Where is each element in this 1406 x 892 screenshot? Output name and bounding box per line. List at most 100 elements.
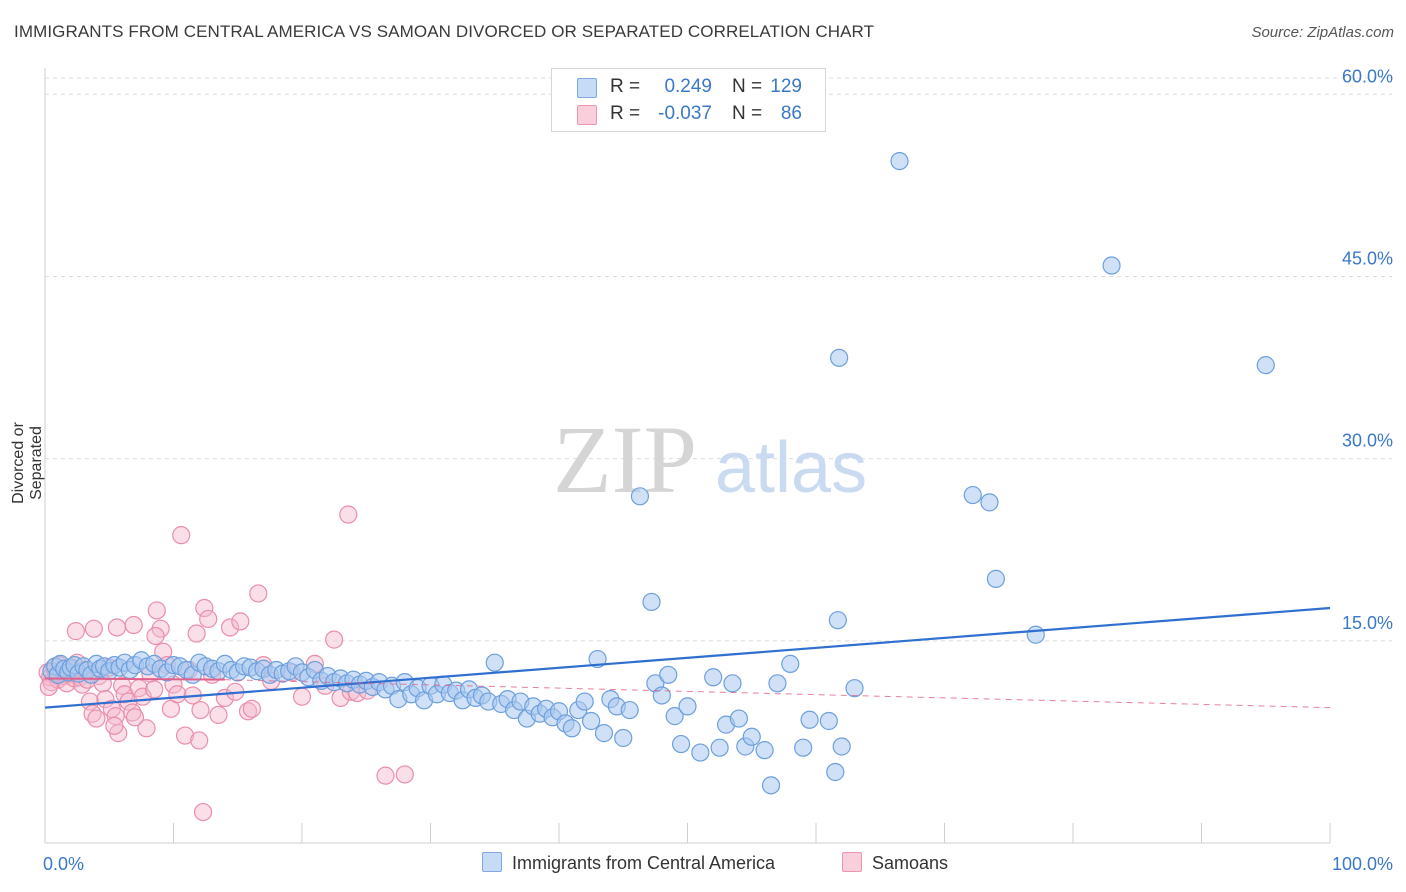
samoan-point — [220, 618, 240, 637]
gridlines — [45, 77, 1392, 642]
samoan-point — [376, 766, 395, 785]
samoan-point — [175, 726, 195, 745]
central-america-point — [652, 686, 671, 705]
central-america-point — [819, 711, 838, 731]
samoan-point — [123, 703, 142, 722]
central-america-point — [594, 724, 614, 743]
legend-n-label: N = — [732, 76, 763, 97]
samoan-point — [199, 609, 218, 629]
y-tick-label: 60.0% — [1342, 66, 1393, 86]
central-america-point — [630, 487, 650, 506]
samoan-point — [191, 700, 210, 720]
central-america-point — [963, 485, 982, 505]
bottom-legend-swatch-blue — [482, 852, 502, 872]
samoan-point — [105, 716, 124, 735]
axes — [44, 68, 1331, 844]
chart-title: IMMIGRANTS FROM CENTRAL AMERICA VS SAMOA… — [14, 22, 875, 41]
central-america-point — [562, 719, 581, 738]
trend-line-blue — [44, 606, 1331, 709]
central-america-point — [832, 737, 851, 756]
samoan-point — [187, 624, 206, 643]
legend-row-pink: R = -0.037 N = 86 — [552, 101, 825, 127]
bottom-legend-swatch-pink — [842, 852, 862, 872]
samoan-point — [107, 618, 127, 637]
samoan-point — [172, 526, 191, 545]
legend-n-value: 86 — [780, 103, 802, 124]
central-america-point — [678, 697, 697, 716]
watermark: ZIP atlas — [553, 406, 867, 513]
central-america-point — [794, 738, 813, 757]
central-america-point — [659, 665, 678, 684]
samoan-point — [146, 626, 165, 646]
central-america-point — [588, 649, 607, 669]
central-america-point — [729, 709, 749, 728]
central-america-point — [890, 151, 909, 171]
y-tick-label: 45.0% — [1342, 248, 1393, 268]
central-america-point — [755, 741, 774, 760]
legend-swatch-pink — [577, 105, 597, 125]
central-america-point — [980, 493, 999, 512]
samoan-point — [325, 630, 344, 649]
source-label: Source: ZipAtlas.com — [1251, 24, 1394, 41]
central-america-point — [691, 743, 710, 762]
central-america-point — [845, 679, 864, 698]
samoan-point — [339, 505, 358, 524]
samoan-point — [87, 709, 106, 728]
samoan-point — [145, 680, 164, 699]
legend-swatch-blue — [577, 78, 597, 98]
legend-r-value: 0.249 — [664, 76, 712, 97]
trend-lines — [44, 606, 1331, 709]
central-america-point — [485, 653, 504, 672]
central-america-point — [742, 727, 761, 746]
samoan-point — [292, 687, 312, 706]
y-tick-label: 30.0% — [1342, 431, 1393, 451]
central-america-point — [642, 592, 661, 612]
samoan-point — [66, 622, 85, 641]
central-america-point — [582, 711, 601, 731]
central-america-point — [575, 692, 594, 711]
central-america-point — [1026, 625, 1045, 644]
bottom-legend-label: Samoans — [872, 853, 949, 873]
central-america-point — [620, 700, 639, 720]
legend-box: R = 0.249 N = 129 R = -0.037 N = 86 — [551, 68, 826, 132]
central-america-point — [723, 674, 742, 693]
samoan-point — [84, 619, 103, 638]
legend-r-label: R = — [610, 76, 641, 97]
samoan-point — [249, 584, 268, 603]
bottom-legend-blue: Immigrants from Central America — [482, 852, 775, 874]
samoan-point — [209, 705, 228, 725]
central-america-point — [671, 734, 691, 754]
central-america-point — [828, 611, 847, 630]
central-america-point — [710, 738, 729, 757]
samoan-point — [168, 685, 187, 704]
samoan-point — [231, 612, 250, 631]
samoan-point — [137, 719, 156, 738]
legend-n-label: N = — [732, 103, 763, 124]
central-america-point — [768, 674, 787, 693]
samoan-point — [195, 598, 214, 618]
samoan-point — [125, 708, 145, 727]
bottom-legend-label: Immigrants from Central America — [512, 853, 776, 873]
trend-line-pink-dashed — [224, 679, 1331, 709]
central-america-point — [781, 654, 800, 673]
samoan-point — [147, 601, 166, 620]
central-america-point — [800, 710, 819, 729]
central-america-point — [1102, 256, 1121, 275]
y-tick-label: 15.0% — [1342, 613, 1393, 633]
samoan-point — [124, 615, 143, 635]
watermark-zip: ZIP — [553, 406, 697, 513]
bottom-legend-pink: Samoans — [842, 852, 948, 874]
x-tick-label: 0.0% — [43, 854, 84, 874]
samoan-point — [190, 731, 209, 750]
samoan-point — [193, 802, 213, 822]
central-america-point — [1256, 356, 1275, 375]
central-america-point — [614, 728, 633, 748]
tick-labels: 15.0% 30.0% 45.0% 60.0% 0.0% 100.0% — [43, 66, 1393, 874]
central-america-point — [665, 707, 684, 726]
legend-r-value: -0.037 — [658, 103, 712, 124]
x-tick-label: 100.0% — [1332, 854, 1393, 874]
legend-n-value: 129 — [770, 76, 802, 97]
central-america-point — [986, 569, 1006, 588]
legend-r-label: R = — [610, 103, 641, 124]
